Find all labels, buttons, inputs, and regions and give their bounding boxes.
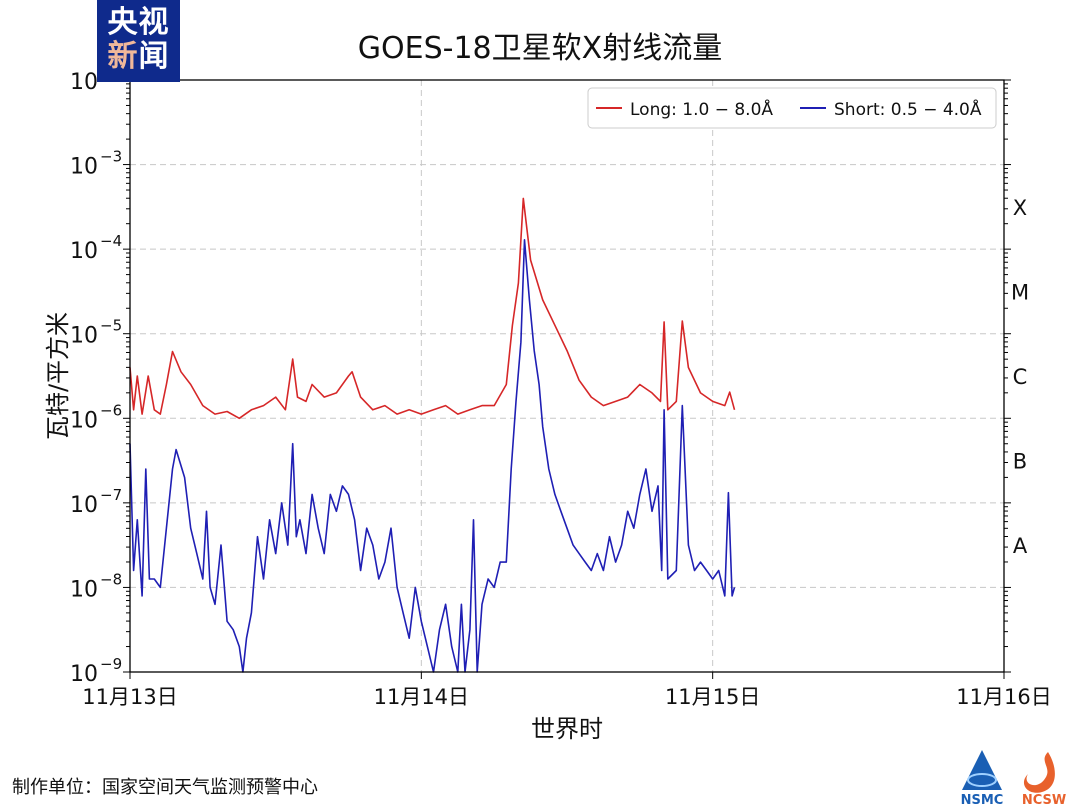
- y-tick-label: 10: [70, 493, 98, 518]
- y-axis-label: 瓦特/平方米: [44, 312, 72, 440]
- cctv-news-logo: 央视 新闻: [97, 0, 180, 82]
- legend-label-short: Short: 0.5 − 4.0Å: [834, 98, 982, 120]
- flare-class-label: B: [1013, 450, 1027, 474]
- flare-class-label: A: [1013, 534, 1028, 558]
- ncsw-logo-text: NCSW: [1022, 793, 1066, 808]
- chart-title: GOES-18卫星软X射线流量: [358, 31, 722, 66]
- y-tick-exponent: −4: [100, 232, 122, 250]
- y-tick-label: 10: [70, 662, 98, 687]
- series-lines: [129, 197, 736, 673]
- x-tick-label: 11月14日: [374, 685, 469, 709]
- y-tick-exponent: −3: [100, 148, 122, 166]
- y-tick-label: 10: [70, 324, 98, 349]
- ncsw-logo-flame: [1023, 752, 1055, 793]
- producer-credit: 制作单位：国家空间天气监测预警中心: [12, 777, 318, 798]
- logo-line2a: 新: [107, 39, 139, 74]
- y-tick-label: 10: [70, 70, 98, 95]
- x-tick-label: 11月15日: [665, 685, 760, 709]
- legend-label-long: Long: 1.0 − 8.0Å: [630, 98, 773, 120]
- legend: Long: 1.0 − 8.0Å Short: 0.5 − 4.0Å: [587, 87, 997, 129]
- series-line-short: [129, 239, 736, 673]
- org-logos: NSMC NCSW: [961, 750, 1066, 808]
- nsmc-logo-triangle: [962, 750, 1002, 790]
- y-tick-exponent: −5: [100, 317, 122, 335]
- series-line-long: [129, 197, 736, 420]
- logo-line2b: 闻: [138, 39, 170, 74]
- logo-line1: 央视: [107, 5, 170, 40]
- grid: [130, 80, 1004, 672]
- y-tick-label: 10: [70, 408, 98, 433]
- x-axis-label: 世界时: [531, 715, 603, 743]
- plot-frame: [129, 79, 1005, 673]
- y-tick-exponent: −9: [100, 655, 122, 673]
- y-tick-label: 10: [70, 239, 98, 264]
- y-tick-label: 10: [70, 577, 98, 602]
- nsmc-logo-text: NSMC: [961, 793, 1004, 808]
- flare-class-label: C: [1013, 365, 1028, 389]
- flare-class-label: X: [1013, 196, 1027, 220]
- x-tick-label: 11月13日: [82, 685, 177, 709]
- y-tick-exponent: −7: [100, 486, 122, 504]
- flare-class-label: M: [1011, 280, 1029, 304]
- y-tick-exponent: −8: [100, 570, 122, 588]
- y-tick-exponent: −6: [100, 401, 122, 419]
- y-tick-label: 10: [70, 155, 98, 180]
- x-tick-label: 11月16日: [956, 685, 1051, 709]
